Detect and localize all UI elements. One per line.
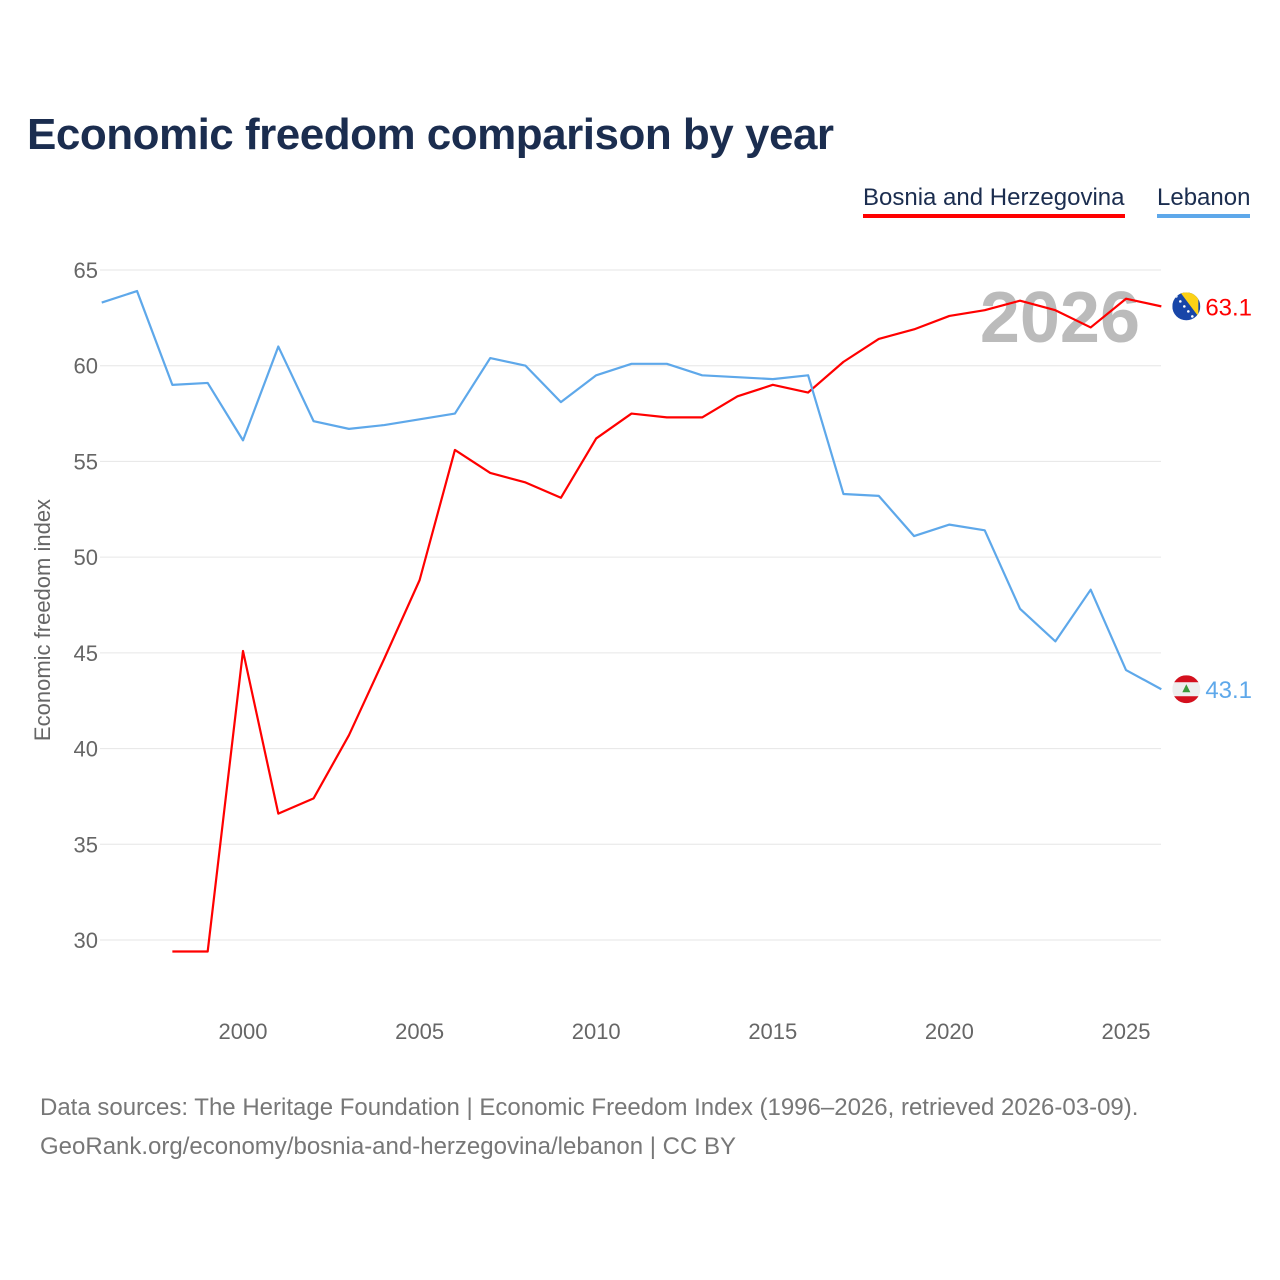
y-tick-label: 60	[74, 354, 98, 379]
source-line-1: Data sources: The Heritage Foundation | …	[40, 1094, 1139, 1121]
y-tick-label: 35	[74, 832, 98, 857]
x-tick-label: 2020	[925, 1019, 974, 1044]
year-watermark: 2026	[980, 278, 1140, 358]
flag-red-bottom	[1172, 696, 1201, 704]
cedar	[1182, 684, 1191, 693]
y-tick-label: 30	[74, 928, 98, 953]
y-tick-label: 45	[74, 641, 98, 666]
x-tick-label: 2005	[395, 1019, 444, 1044]
chart-title: Economic freedom comparison by year	[27, 110, 834, 159]
x-tick-label: 2010	[572, 1019, 621, 1044]
flag-star	[1187, 310, 1190, 313]
flag-body	[1172, 292, 1201, 321]
flag-star	[1179, 300, 1182, 303]
bosnia-flag-icon	[1172, 292, 1201, 321]
y-axis-label: Economic freedom index	[30, 499, 55, 741]
y-tick-label: 50	[74, 545, 98, 570]
series-line-bosnia	[172, 297, 1162, 953]
x-tick-label: 2015	[748, 1019, 797, 1044]
flag-triangle	[1180, 292, 1199, 317]
flag-star	[1183, 305, 1186, 308]
lebanon-flag-icon	[1172, 675, 1201, 704]
end-value-label: 63.1	[1205, 294, 1252, 321]
flag-star	[1175, 295, 1178, 298]
series-line-lebanon	[101, 289, 1162, 691]
flag-star	[1191, 315, 1194, 318]
end-value-label: 43.1	[1205, 677, 1252, 704]
source-line-2[interactable]: GeoRank.org/economy/bosnia-and-herzegovi…	[40, 1133, 736, 1160]
x-tick-label: 2025	[1102, 1019, 1151, 1044]
legend-bosnia[interactable]: Bosnia and Herzegovina	[863, 184, 1125, 218]
y-tick-label: 65	[74, 258, 98, 283]
flag-body	[1172, 675, 1201, 704]
flag-red-top	[1172, 675, 1201, 683]
y-tick-label: 40	[74, 737, 98, 762]
x-tick-label: 2000	[219, 1019, 268, 1044]
legend-lebanon[interactable]: Lebanon	[1157, 184, 1251, 218]
source-note: Data sources: The Heritage Foundation | …	[40, 1088, 1138, 1166]
y-tick-label: 55	[74, 449, 98, 474]
